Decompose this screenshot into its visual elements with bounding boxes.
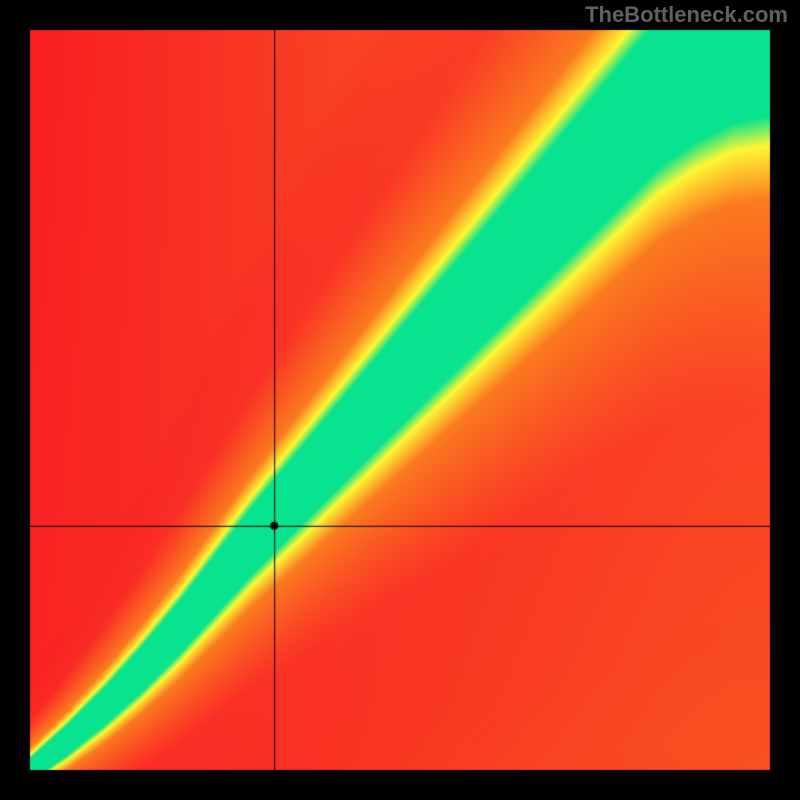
bottleneck-heatmap (0, 0, 800, 800)
chart-container: TheBottleneck.com (0, 0, 800, 800)
watermark-text: TheBottleneck.com (585, 2, 788, 28)
